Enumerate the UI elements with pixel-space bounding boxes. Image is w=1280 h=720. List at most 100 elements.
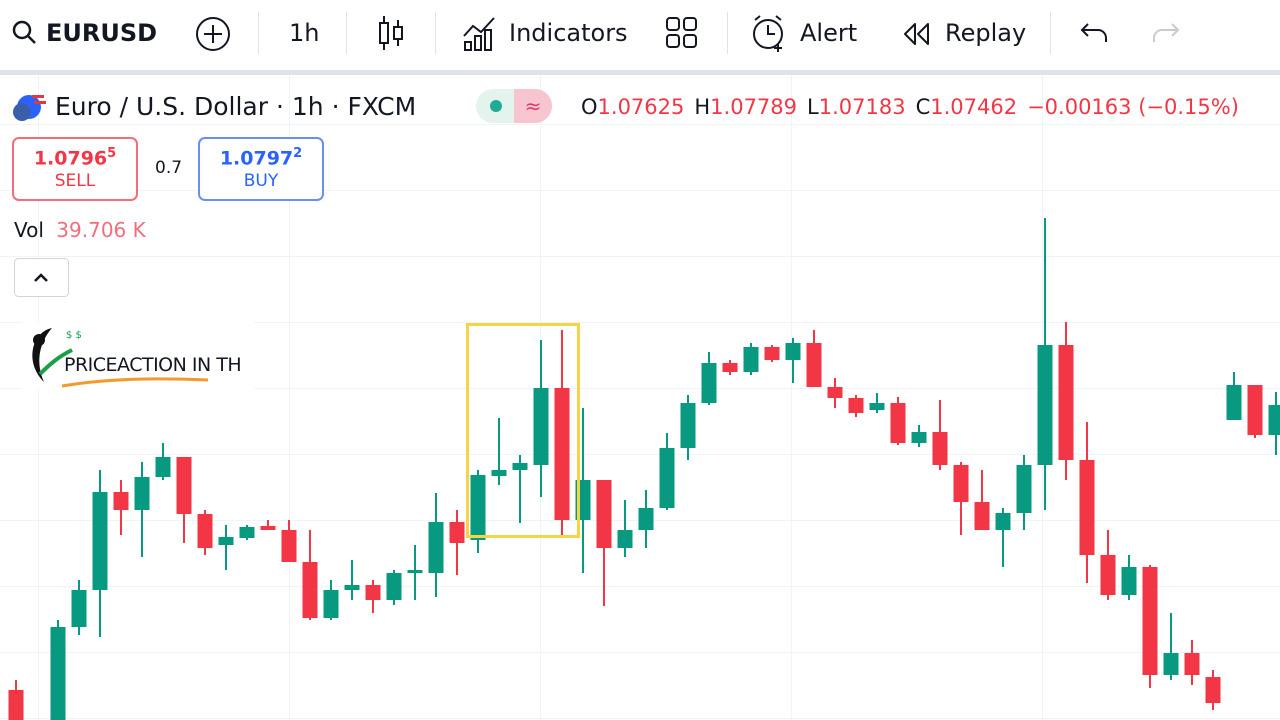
candle-body [1205,677,1221,703]
market-status[interactable]: ≈ [476,89,552,123]
toolbar: EURUSD 1h Indicators Alert Replay [0,0,1280,75]
chart-type-icon[interactable] [376,14,406,54]
candle-body [764,347,780,360]
candle-body [428,522,444,573]
divider [435,12,436,54]
layouts-icon[interactable] [664,14,700,54]
symbol[interactable]: EURUSD [46,19,158,47]
candle-body [1100,555,1116,595]
indicators[interactable]: Indicators [509,19,628,47]
candle-body [365,585,381,600]
symbol-title: Euro / U.S. Dollar · 1h · FXCM [55,92,417,121]
high-label: H [694,95,711,119]
candle-body [176,457,192,514]
indicators-icon[interactable] [461,14,499,54]
redo-icon[interactable] [1150,14,1184,54]
volume-value: 39.706 K [56,218,146,242]
candle-body [554,388,570,520]
candle-body [1268,405,1280,435]
watermark-logo: $ $ PRICEACTION IN TH [22,322,254,390]
high-value: 1.07789 [710,95,798,119]
candle-body [932,432,948,465]
candle-body [1184,653,1200,675]
logo-icon: $ $ [32,328,82,382]
volume-label: Vol [14,218,44,242]
candle-body [491,470,507,476]
divider [258,12,259,54]
candle-body [827,387,843,398]
replay-icon[interactable] [900,14,934,54]
candle-body [1247,385,1263,435]
candle-body [911,432,927,443]
divider [727,12,728,54]
volume-legend: Vol 39.706 K [14,218,146,242]
add-symbol[interactable] [193,14,233,54]
candle-body [323,590,339,618]
divider [346,12,347,54]
candle-body [785,343,801,360]
candle-body [71,590,87,627]
candle-body [1058,345,1074,460]
candle-body [386,573,402,600]
candle-body [407,570,423,573]
low-value: 1.07183 [818,95,906,119]
search-icon[interactable] [10,14,40,50]
collapse-button[interactable] [14,258,69,297]
logo-swoosh [61,377,209,388]
candle-body [134,477,150,510]
candle-body [1079,460,1095,555]
candle-body [659,448,675,508]
divider [1050,12,1051,54]
svg-text:≈: ≈ [525,94,542,118]
candle-body [1163,653,1179,675]
sell-label: SELL [54,171,96,192]
candle-body [344,585,360,590]
candle-body [806,343,822,387]
svg-text:$ $: $ $ [66,330,82,341]
buy-button[interactable]: 1.07972 BUY [198,137,324,201]
interval[interactable]: 1h [289,19,320,47]
candle-body [680,403,696,448]
candle-body [617,530,633,548]
low-label: L [807,95,819,119]
buy-label: BUY [243,171,279,192]
candle-body [974,502,990,530]
candle-body [92,492,108,590]
sell-button[interactable]: 1.07965 SELL [12,137,138,201]
candle-body [260,526,276,530]
change: −0.00163 (−0.15%) [1027,95,1239,119]
candle-body [701,363,717,403]
candle-body [218,537,234,545]
replay[interactable]: Replay [945,19,1027,47]
ohlc-legend: O1.07625 H1.07789 L1.07183 C1.07462 −0.00163… [581,92,1249,122]
candle-body [890,403,906,443]
symbol-flag [13,95,46,121]
open-value: 1.07625 [597,95,685,119]
candle-body [449,522,465,543]
candle-body [743,347,759,372]
candle-body [8,690,24,720]
candle-body [470,475,486,540]
candle-body [995,513,1011,530]
candle-body [722,363,738,372]
close-value: 1.07462 [930,95,1018,119]
alert[interactable]: Alert [800,19,858,47]
candle-body [302,562,318,618]
candle-body [1226,385,1242,420]
undo-icon[interactable] [1078,14,1112,54]
candle-body [596,480,612,548]
candle-body [1142,567,1158,675]
candle-body [1121,567,1137,595]
buy-price: 1.0797 [219,147,294,170]
candle-body [113,492,129,510]
alert-icon[interactable] [750,14,790,54]
candle-body [533,388,549,465]
candle-body [197,514,213,548]
candle-body [953,465,969,502]
candle-body [281,530,297,562]
candle-body [1037,345,1053,465]
sell-pip: 5 [107,146,117,161]
